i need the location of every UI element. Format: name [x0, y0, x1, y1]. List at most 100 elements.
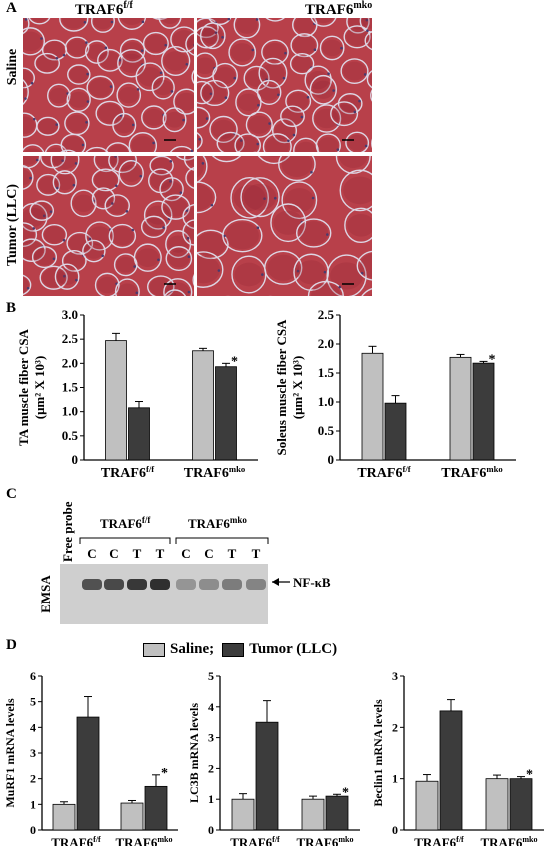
y-axis-label: LC3B mRNA levels: [187, 703, 201, 803]
fiber-outline: [23, 79, 29, 105]
fiber-outline: [117, 18, 147, 30]
nucleus: [201, 162, 205, 165]
group-superscript-ff: f/f: [142, 515, 151, 525]
fiber-shade: [293, 35, 316, 55]
fiber-shade: [23, 240, 44, 260]
nucleus: [217, 269, 221, 272]
nucleus: [55, 123, 59, 126]
y-axis-label: TA muscle fiber CSA: [16, 328, 31, 445]
bar-saline: [301, 798, 325, 831]
free-probe-label: Free probe: [60, 501, 75, 562]
y-tick-label: 0: [30, 823, 36, 837]
fiber-shade: [311, 283, 341, 296]
nucleus: [263, 197, 266, 200]
fiber-shade: [361, 18, 372, 29]
nucleus: [85, 120, 88, 124]
fiber-outline: [151, 75, 175, 100]
fiber-shade: [99, 51, 121, 69]
nucleus: [88, 237, 92, 241]
nucleus: [336, 148, 340, 151]
fiber-outline: [133, 243, 162, 272]
fiber-shade: [23, 156, 38, 165]
fiber-shade: [163, 51, 188, 71]
y-tick-label: 2: [208, 761, 214, 775]
fiber-outline: [233, 18, 261, 39]
fiber-outline: [94, 272, 120, 296]
category-label: TRAF6mko: [441, 464, 503, 478]
fiber-shade: [282, 108, 303, 125]
fiber-outline: [23, 274, 32, 296]
fiber-outline: [197, 229, 229, 260]
nucleus: [366, 29, 369, 32]
fiber-shade: [197, 255, 220, 284]
fiber-shade: [296, 260, 326, 285]
fiber-shade: [161, 181, 182, 198]
nfkb-label: NF-κB: [293, 575, 331, 590]
fiber-outline: [326, 254, 367, 296]
nucleus: [152, 141, 155, 145]
category-label: TRAF6mko: [115, 835, 172, 846]
fiber-outline: [36, 173, 61, 196]
y-tick-label: 3.0: [62, 307, 78, 322]
y-tick-label: 4: [30, 720, 36, 734]
fiber-shade: [114, 117, 134, 134]
fiber-outline: [91, 187, 116, 210]
bracket-ff: [79, 537, 171, 544]
fiber-outline: [23, 165, 34, 190]
fiber-outline: [152, 18, 168, 20]
fiber-outline: [60, 149, 76, 152]
y-tick-label: 1.5: [62, 380, 79, 395]
fiber-shade: [185, 207, 194, 226]
fiber-outline: [97, 48, 123, 72]
nucleus: [185, 62, 189, 66]
nucleus: [131, 228, 135, 232]
fiber-shade: [318, 137, 339, 152]
panel-a-letter: A: [6, 0, 17, 16]
lane-label: C: [181, 546, 190, 561]
fiber-shade: [219, 133, 242, 152]
category-label: TRAF6f/f: [357, 464, 410, 478]
y-tick-label: 0: [72, 452, 79, 467]
fiber-shade: [312, 80, 335, 99]
nucleus: [179, 191, 183, 194]
fiber-shade: [53, 156, 77, 170]
fiber-shade: [197, 84, 212, 101]
fiber-shade: [210, 18, 229, 24]
legend-label-saline: Saline;: [170, 641, 215, 657]
nucleus: [277, 93, 280, 97]
y-tick-label: 5: [30, 695, 36, 709]
panel-d-letter: D: [6, 637, 17, 653]
fiber-outline: [39, 265, 68, 290]
fiber-outline: [212, 62, 238, 89]
nucleus: [52, 257, 56, 261]
y-tick-label: 2.0: [318, 336, 334, 351]
nucleus: [40, 37, 43, 40]
chart-murf1: 0 1 2 3 4 5 6 MuRF1 mRNA levels TRAF6f/f * TRAF6mk…: [3, 669, 178, 846]
fiber-outline: [86, 75, 115, 100]
fiber-shade: [346, 27, 369, 46]
fiber-outline: [162, 107, 187, 133]
fiber-shade: [292, 55, 312, 72]
fiber-outline: [199, 22, 226, 50]
fiber-shade: [93, 18, 113, 30]
fiber-outline: [31, 246, 58, 269]
gel-band: [199, 579, 219, 590]
nucleus: [326, 233, 329, 236]
bar-saline: [449, 356, 472, 461]
fiber-outline: [245, 111, 273, 138]
fiber-shade: [197, 184, 213, 211]
fiber-shade: [68, 234, 91, 253]
nucleus: [157, 258, 160, 262]
fiber-shade: [234, 262, 264, 287]
fiber-shade: [110, 156, 135, 170]
nucleus: [223, 234, 226, 238]
fiber-outline: [34, 52, 61, 74]
y-tick-label: 5: [208, 669, 214, 683]
fiber-shade: [118, 86, 139, 104]
fiber-outline: [170, 26, 194, 53]
fiber-shade: [49, 87, 69, 104]
nucleus: [32, 227, 36, 230]
fiber-shade: [202, 27, 224, 45]
fiber-shade: [23, 31, 43, 52]
lane-label: C: [109, 546, 118, 561]
